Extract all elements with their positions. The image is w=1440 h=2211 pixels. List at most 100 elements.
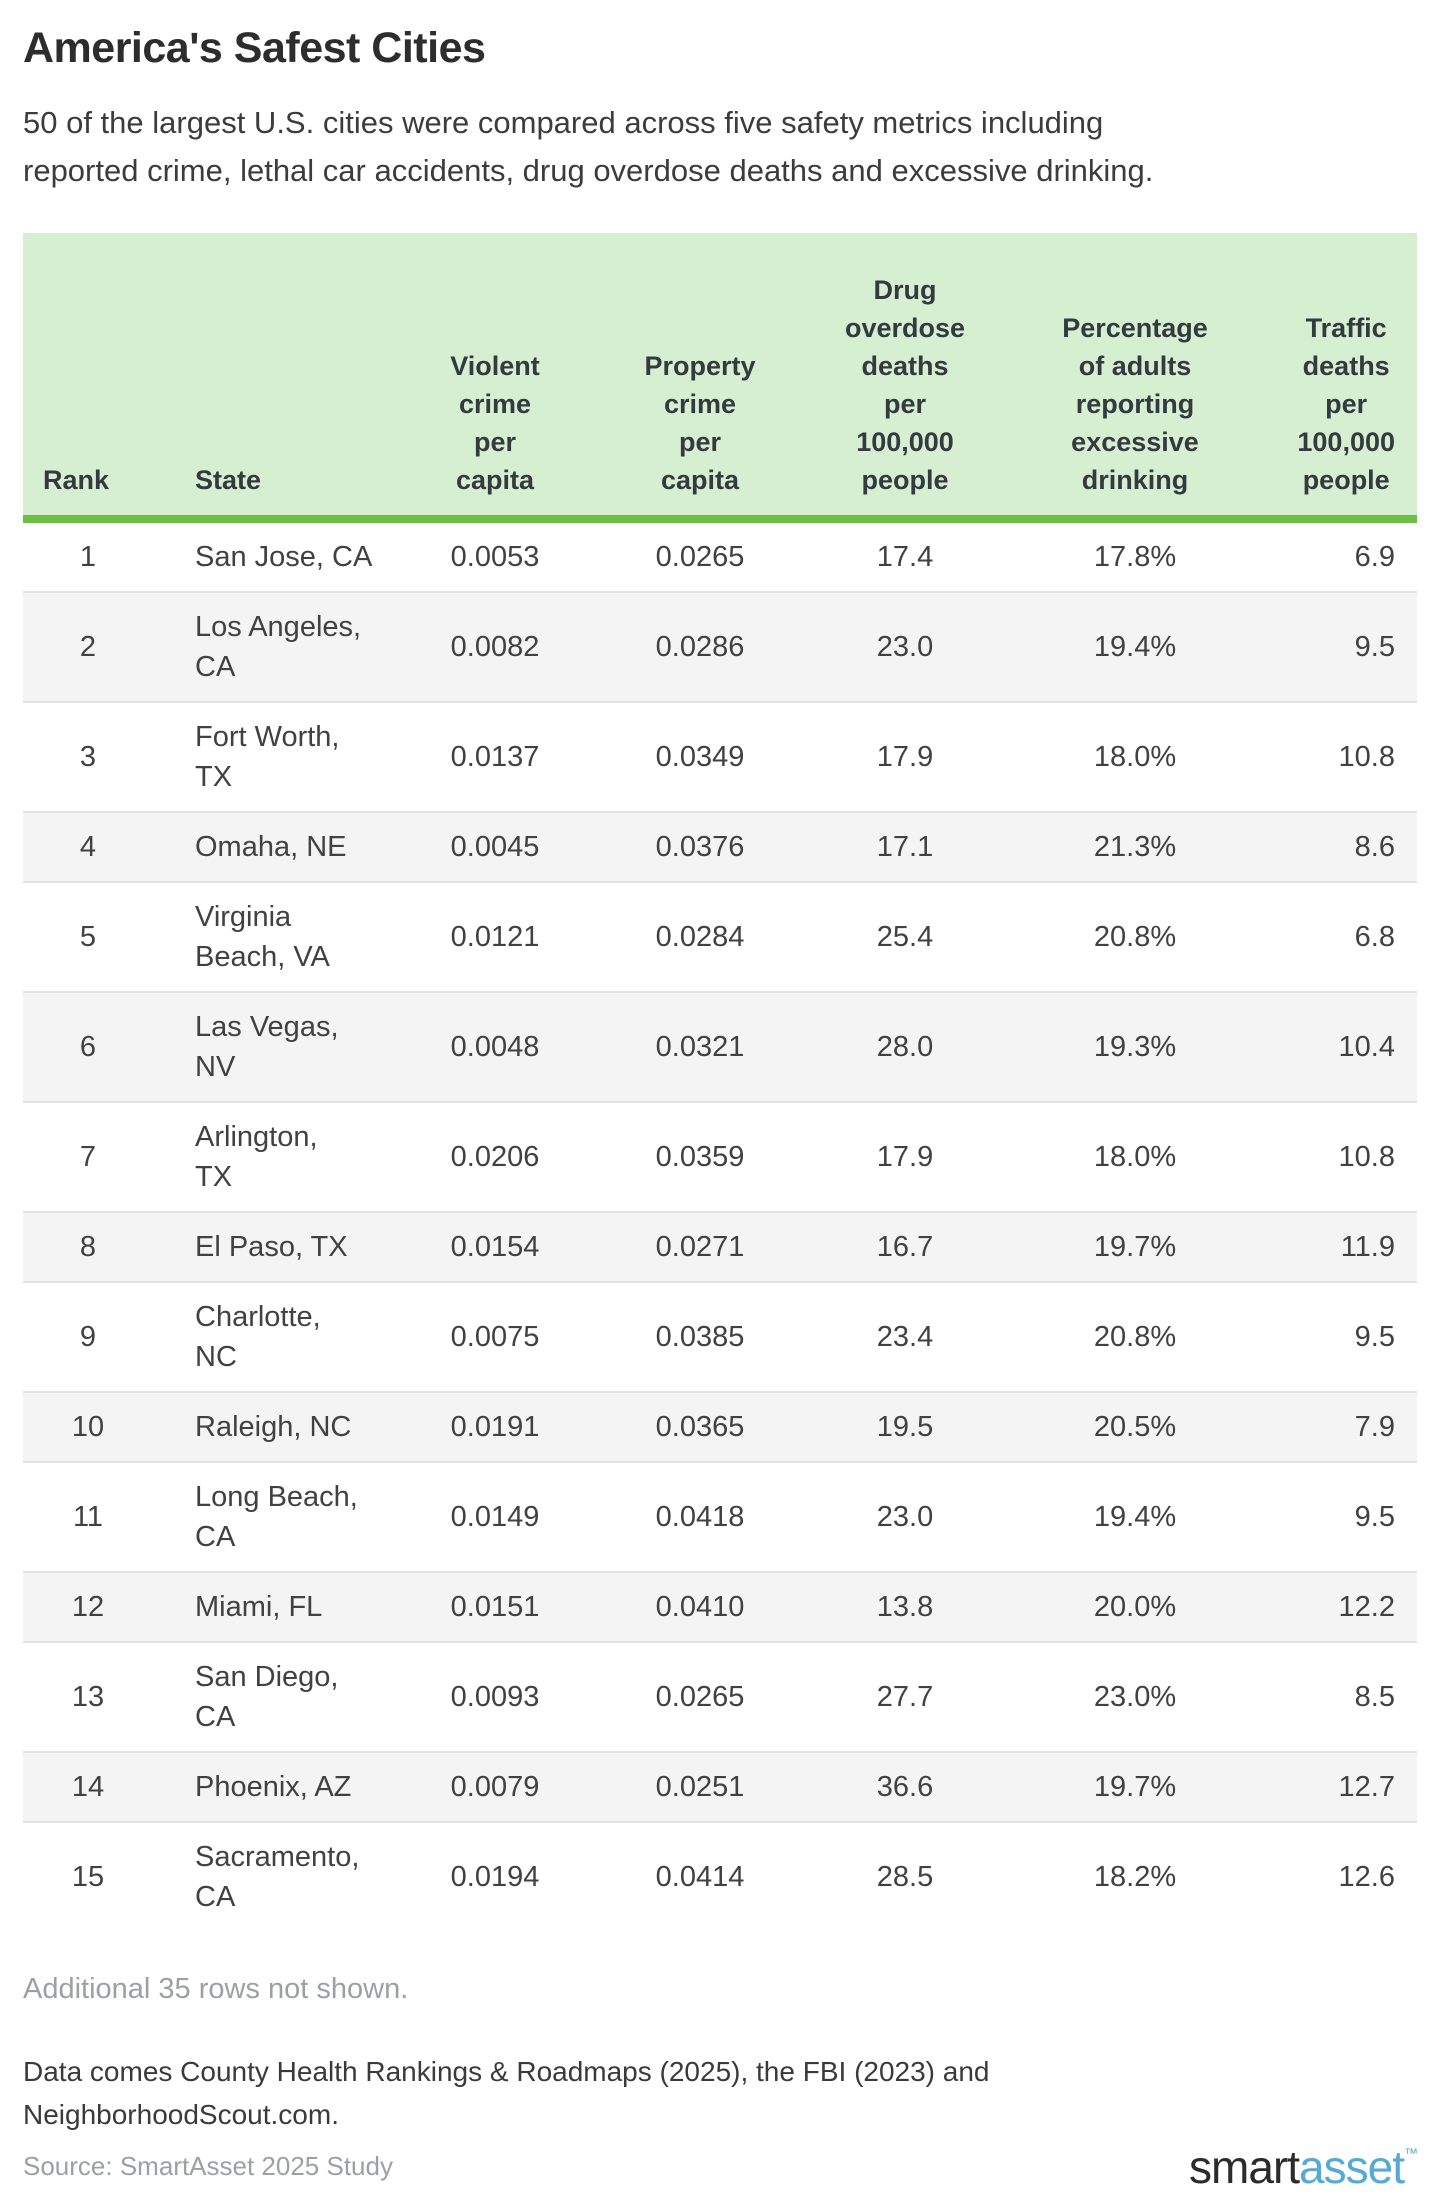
cell-drinking: 18.0%: [1010, 1101, 1260, 1212]
cell-drinking: 23.0%: [1010, 1641, 1260, 1752]
cell-state: El Paso, TX: [153, 1211, 390, 1282]
cell-state: Los Angeles, CA: [153, 591, 390, 702]
column-header-violent-crime: Violent crime per capita: [390, 233, 600, 523]
cell-drug: 27.7: [800, 1641, 1010, 1752]
cell-drinking: 19.4%: [1010, 591, 1260, 702]
additional-rows-note: Additional 35 rows not shown.: [23, 1973, 409, 2005]
cell-violent: 0.0194: [390, 1821, 600, 1931]
cell-drug: 17.9: [800, 701, 1010, 812]
cell-state: Fort Worth, TX: [153, 701, 390, 812]
cell-drug: 13.8: [800, 1571, 1010, 1642]
cell-drug: 23.0: [800, 1461, 1010, 1572]
cell-drinking: 19.7%: [1010, 1751, 1260, 1822]
cell-drinking: 19.7%: [1010, 1211, 1260, 1282]
cell-rank: 14: [23, 1751, 153, 1822]
cell-rank: 1: [79, 541, 97, 573]
cell-drug: 16.7: [800, 1211, 1010, 1282]
column-header-drug-overdose: Drug overdose deaths per 100,000 people: [800, 233, 1010, 523]
cell-drinking: 19.4%: [1010, 1461, 1260, 1572]
footer-bottom: Source: SmartAsset 2025 Study smartasset…: [23, 2141, 1418, 2193]
cell-property: 0.0321: [600, 991, 800, 1102]
cell-traffic: 8.6: [1260, 811, 1417, 882]
cell-state: Long Beach, CA: [153, 1461, 390, 1572]
cell-drug: 28.5: [800, 1821, 1010, 1931]
cell-property: 0.0251: [600, 1751, 800, 1822]
cell-property: 0.0284: [600, 881, 800, 992]
cell-traffic: 11.9: [1260, 1211, 1417, 1282]
cell-violent: 0.0075: [390, 1281, 600, 1392]
table-row: 4 Omaha, NE 0.0045 0.0376 17.1 21.3% 8.6: [23, 811, 1417, 882]
cell-rank: 9: [23, 1281, 153, 1392]
cell-drug: 36.6: [800, 1751, 1010, 1822]
cell-traffic: 10.4: [1260, 991, 1417, 1102]
cell-drinking: 17.8%: [1093, 541, 1177, 573]
cell-traffic: 6.9: [1354, 541, 1395, 573]
cell-violent: 0.0053: [450, 541, 540, 573]
cell-drug: 23.0: [800, 591, 1010, 702]
cell-state: Sacramento, CA: [153, 1821, 390, 1931]
cell-property: 0.0410: [600, 1571, 800, 1642]
table-row: 2 Los Angeles, CA 0.0082 0.0286 23.0 19.4% 9.5: [23, 591, 1417, 702]
cell-drinking: 20.8%: [1010, 881, 1260, 992]
cell-drug: 17.1: [800, 811, 1010, 882]
cell-property: 0.0265: [600, 1641, 800, 1752]
cell-traffic: 7.9: [1260, 1391, 1417, 1462]
smartasset-logo-asset: asset: [1299, 2141, 1405, 2193]
column-header-state: State: [153, 233, 390, 523]
data-source-note: Data comes County Health Rankings & Road…: [23, 2056, 990, 2130]
table-header: Rank State Violent crime per capita Prop…: [23, 233, 1417, 523]
cell-traffic: 9.5: [1260, 1461, 1417, 1572]
cell-rank: 3: [23, 701, 153, 812]
source-credit: Source: SmartAsset 2025 Study: [23, 2151, 393, 2181]
cell-property: 0.0414: [600, 1821, 800, 1931]
page-subtitle: 50 of the largest U.S. cities were compa…: [23, 105, 1154, 188]
table-row: 6 Las Vegas, NV 0.0048 0.0321 28.0 19.3% 10.4: [23, 991, 1417, 1102]
table-row: 9 Charlotte, NC 0.0075 0.0385 23.4 20.8% 9.5: [23, 1281, 1417, 1392]
cell-state: Phoenix, AZ: [153, 1751, 390, 1822]
cell-state: Charlotte, NC: [153, 1281, 390, 1392]
cell-violent: 0.0121: [390, 881, 600, 992]
cell-state: Omaha, NE: [153, 811, 390, 882]
cell-violent: 0.0048: [390, 991, 600, 1102]
table-row: 11 Long Beach, CA 0.0149 0.0418 23.0 19.4% 9.5: [23, 1461, 1417, 1572]
cell-state: San Diego, CA: [153, 1641, 390, 1752]
cell-violent: 0.0045: [390, 811, 600, 882]
cell-property: 0.0359: [600, 1101, 800, 1212]
table-row: 10 Raleigh, NC 0.0191 0.0365 19.5 20.5% 7.9: [23, 1391, 1417, 1462]
cell-violent: 0.0151: [390, 1571, 600, 1642]
cell-property: 0.0286: [600, 591, 800, 702]
cell-drug: 25.4: [800, 881, 1010, 992]
cell-state: Las Vegas, NV: [153, 991, 390, 1102]
cell-traffic: 10.8: [1260, 701, 1417, 812]
table-row: 7 Arlington, TX 0.0206 0.0359 17.9 18.0% 10.8: [23, 1101, 1417, 1212]
footer: Data comes County Health Rankings & Road…: [23, 2050, 1418, 2193]
cell-drug: 23.4: [800, 1281, 1010, 1392]
trademark-symbol: ™: [1404, 2145, 1418, 2161]
cell-traffic: 12.2: [1260, 1571, 1417, 1642]
cell-drug: 17.9: [800, 1101, 1010, 1212]
table-row: 5 Virginia Beach, VA 0.0121 0.0284 25.4 20.8%…: [23, 881, 1417, 992]
cell-property: 0.0365: [600, 1391, 800, 1462]
cell-rank: 11: [23, 1461, 153, 1572]
cell-state: Virginia Beach, VA: [153, 881, 390, 992]
cell-drug: 17.4: [876, 541, 934, 573]
cell-drinking: 20.8%: [1010, 1281, 1260, 1392]
cell-state: Miami, FL: [153, 1571, 390, 1642]
cell-rank: 13: [23, 1641, 153, 1752]
cell-property: 0.0385: [600, 1281, 800, 1392]
smartasset-logo: smartasset™: [1189, 2141, 1418, 2193]
cell-drug: 28.0: [800, 991, 1010, 1102]
cell-rank: 15: [23, 1821, 153, 1931]
table-header-row: Rank State Violent crime per capita Prop…: [23, 233, 1417, 523]
cell-violent: 0.0154: [390, 1211, 600, 1282]
column-header-traffic-deaths-text: Traffic deaths per 100,000 people: [1297, 313, 1395, 495]
cell-rank: 10: [23, 1391, 153, 1462]
cell-violent: 0.0191: [390, 1391, 600, 1462]
safest-cities-table: Rank State Violent crime per capita Prop…: [23, 233, 1417, 1931]
cell-property: 0.0376: [600, 811, 800, 882]
cell-rank: 2: [23, 591, 153, 702]
table-row: 3 Fort Worth, TX 0.0137 0.0349 17.9 18.0% 10.8: [23, 701, 1417, 812]
cell-violent: 0.0079: [390, 1751, 600, 1822]
cell-property: 0.0265: [655, 541, 745, 573]
